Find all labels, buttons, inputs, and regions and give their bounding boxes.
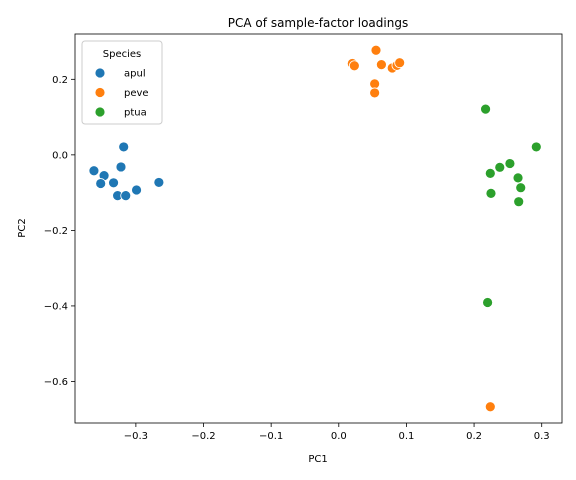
data-point-peve — [484, 401, 496, 413]
legend-box — [81, 40, 163, 125]
x-tick-label: −0.1 — [259, 431, 283, 442]
data-point-apul — [118, 141, 130, 153]
data-point-ptua — [485, 187, 497, 199]
data-point-apul — [108, 177, 119, 189]
data-point-apul — [131, 184, 142, 196]
data-point-ptua — [513, 196, 525, 208]
legend-marker-peve — [94, 87, 106, 98]
data-point-apul — [88, 165, 100, 177]
legend-label-apul: apul — [124, 69, 146, 80]
x-tick-label: −0.2 — [191, 431, 215, 442]
y-tick-label: −0.2 — [44, 226, 68, 237]
legend-items: apul peve ptua — [94, 67, 149, 119]
x-tick-label: 0.3 — [534, 431, 550, 442]
data-point-apul — [153, 177, 165, 188]
y-tick-label: −0.4 — [44, 301, 68, 312]
legend: Species apul peve ptua — [81, 40, 163, 125]
data-point-peve — [370, 44, 382, 56]
y-axis-label: PC2 — [17, 218, 28, 237]
y-axis-ticks: 0.2 0.0 −0.2 −0.4 −0.6 — [44, 75, 75, 388]
data-point-peve — [394, 57, 406, 69]
x-tick-label: 0.0 — [331, 431, 347, 442]
y-tick-label: 0.2 — [52, 75, 68, 86]
chart-title: PCA of sample-factor loadings — [228, 16, 408, 30]
data-point-ptua — [530, 141, 542, 153]
data-point-ptua — [482, 297, 493, 308]
data-point-ptua — [515, 182, 527, 194]
legend-label-peve: peve — [124, 88, 149, 99]
legend-marker-ptua — [94, 106, 106, 118]
x-tick-label: 0.2 — [466, 431, 482, 442]
legend-marker-apul — [94, 67, 106, 79]
x-tick-label: 0.1 — [398, 431, 414, 442]
data-point-peve — [376, 59, 387, 70]
data-point-peve — [369, 78, 381, 90]
x-axis-label: PC1 — [308, 454, 327, 465]
data-point-ptua — [512, 172, 524, 184]
data-point-ptua — [494, 161, 506, 173]
x-axis-ticks: −0.3 −0.2 −0.1 0.0 0.1 0.2 0.3 — [124, 423, 550, 442]
y-tick-label: −0.6 — [44, 377, 68, 388]
data-point-ptua — [504, 158, 516, 169]
data-point-ptua — [480, 103, 491, 115]
data-points — [88, 44, 542, 413]
data-point-apul — [115, 161, 127, 173]
data-point-ptua — [484, 167, 496, 179]
x-tick-label: −0.3 — [124, 431, 148, 442]
data-point-apul — [95, 178, 107, 189]
data-point-peve — [348, 60, 360, 72]
data-point-apul — [120, 190, 132, 202]
data-point-peve — [369, 87, 381, 99]
legend-label-ptua: ptua — [124, 108, 147, 119]
legend-title: Species — [103, 49, 142, 60]
y-tick-label: 0.0 — [52, 150, 68, 161]
